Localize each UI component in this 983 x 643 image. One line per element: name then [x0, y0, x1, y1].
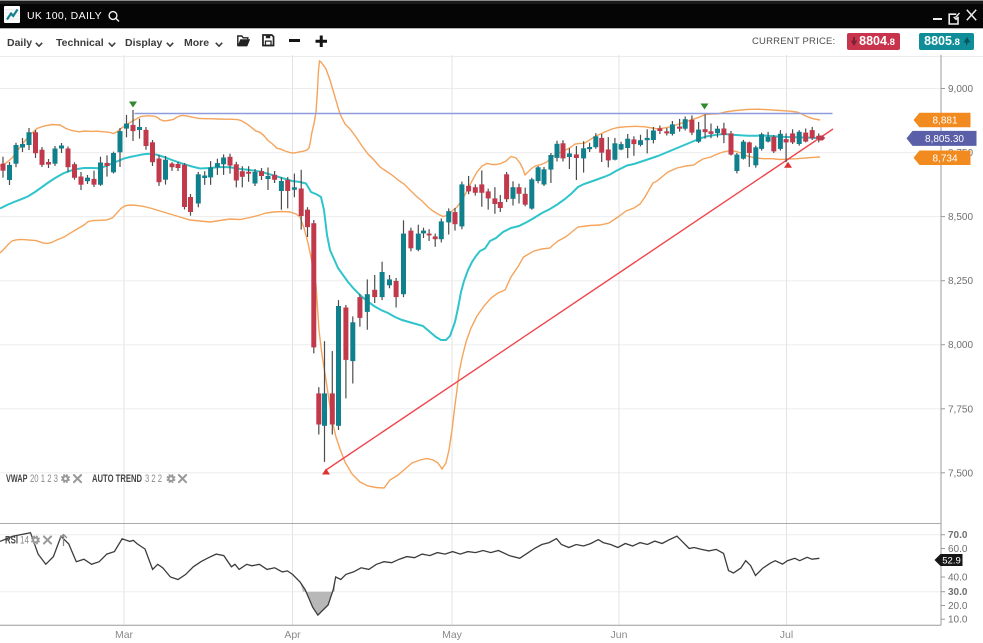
svg-text:Mar: Mar — [115, 629, 134, 641]
svg-text:8,500: 8,500 — [948, 212, 973, 223]
svg-text:7,750: 7,750 — [948, 404, 973, 415]
svg-text:Apr: Apr — [284, 629, 301, 641]
svg-text:RSI: RSI — [5, 535, 18, 547]
svg-text:9,000: 9,000 — [948, 84, 973, 95]
svg-text:8,000: 8,000 — [948, 340, 973, 351]
svg-text:30.0: 30.0 — [948, 587, 968, 598]
svg-text:May: May — [442, 629, 463, 641]
svg-text:40.0: 40.0 — [948, 573, 968, 584]
svg-text:8,734: 8,734 — [932, 153, 957, 164]
svg-text:8,250: 8,250 — [948, 276, 973, 287]
svg-text:60.0: 60.0 — [948, 544, 968, 555]
svg-text:14: 14 — [20, 535, 29, 547]
svg-text:8,805.30: 8,805.30 — [925, 134, 964, 145]
svg-text:70.0: 70.0 — [948, 530, 968, 541]
svg-text:10.0: 10.0 — [948, 615, 968, 626]
svg-text:8,881: 8,881 — [932, 116, 957, 127]
svg-text:3 2 2: 3 2 2 — [145, 473, 162, 485]
svg-text:7,500: 7,500 — [948, 468, 973, 479]
svg-text:AUTO TREND: AUTO TREND — [92, 473, 142, 485]
svg-text:20.0: 20.0 — [948, 601, 968, 612]
svg-text:Jun: Jun — [611, 629, 628, 641]
svg-text:52.9: 52.9 — [942, 556, 961, 567]
svg-text:VWAP: VWAP — [6, 473, 28, 485]
svg-text:Jul: Jul — [780, 629, 793, 641]
svg-text:20 1 2 3: 20 1 2 3 — [30, 473, 58, 485]
